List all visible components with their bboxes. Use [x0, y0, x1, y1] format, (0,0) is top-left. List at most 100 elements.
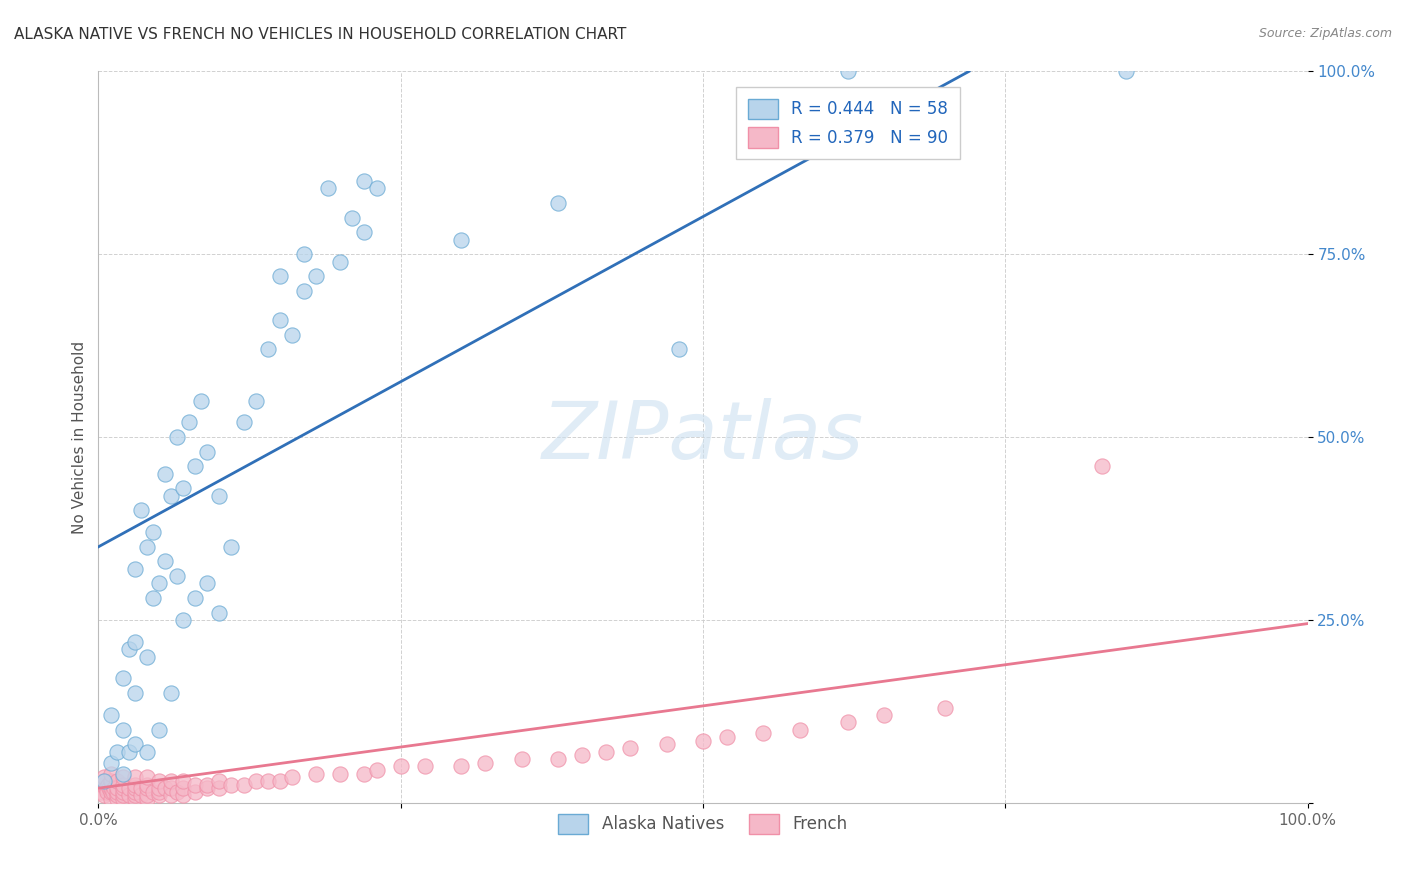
- Point: [124, 562, 146, 576]
- Point: [111, 723, 134, 737]
- Point: [166, 430, 188, 444]
- Point: [571, 748, 593, 763]
- Point: [118, 745, 141, 759]
- Point: [389, 759, 412, 773]
- Point: [160, 489, 183, 503]
- Point: [111, 766, 134, 780]
- Point: [208, 489, 231, 503]
- Point: [510, 752, 533, 766]
- Point: [208, 781, 231, 796]
- Point: [245, 393, 267, 408]
- Point: [655, 737, 678, 751]
- Point: [124, 635, 146, 649]
- Point: [135, 792, 157, 806]
- Point: [208, 606, 231, 620]
- Point: [316, 181, 339, 195]
- Point: [124, 778, 146, 792]
- Point: [135, 789, 157, 803]
- Point: [148, 789, 170, 803]
- Point: [100, 781, 122, 796]
- Point: [135, 781, 157, 796]
- Point: [93, 789, 115, 803]
- Point: [118, 789, 141, 803]
- Point: [97, 778, 120, 792]
- Point: [153, 781, 176, 796]
- Point: [269, 313, 291, 327]
- Point: [329, 766, 352, 780]
- Point: [105, 745, 128, 759]
- Point: [184, 785, 207, 799]
- Point: [232, 416, 254, 430]
- Point: [129, 503, 152, 517]
- Point: [111, 778, 134, 792]
- Point: [668, 343, 690, 357]
- Point: [269, 269, 291, 284]
- Point: [195, 778, 218, 792]
- Point: [118, 642, 141, 657]
- Point: [450, 233, 472, 247]
- Point: [111, 781, 134, 796]
- Point: [547, 752, 569, 766]
- Point: [221, 778, 243, 792]
- Point: [93, 773, 115, 788]
- Point: [148, 723, 170, 737]
- Point: [94, 781, 117, 796]
- Point: [172, 781, 194, 796]
- Point: [873, 708, 896, 723]
- Point: [135, 540, 157, 554]
- Point: [195, 781, 218, 796]
- Point: [105, 781, 128, 796]
- Point: [716, 730, 738, 744]
- Point: [96, 785, 118, 799]
- Point: [305, 766, 328, 780]
- Point: [353, 766, 375, 780]
- Point: [111, 792, 134, 806]
- Point: [172, 773, 194, 788]
- Point: [91, 773, 114, 788]
- Point: [305, 269, 328, 284]
- Point: [179, 416, 201, 430]
- Point: [353, 174, 375, 188]
- Point: [172, 789, 194, 803]
- Point: [148, 785, 170, 799]
- Point: [135, 745, 157, 759]
- Point: [232, 778, 254, 792]
- Point: [111, 770, 134, 784]
- Point: [160, 773, 183, 788]
- Point: [1115, 64, 1137, 78]
- Point: [269, 773, 291, 788]
- Point: [292, 284, 315, 298]
- Point: [184, 459, 207, 474]
- Point: [111, 785, 134, 799]
- Point: [93, 770, 115, 784]
- Point: [124, 789, 146, 803]
- Point: [124, 770, 146, 784]
- Point: [172, 481, 194, 495]
- Point: [105, 785, 128, 799]
- Point: [129, 789, 152, 803]
- Point: [100, 773, 122, 788]
- Point: [100, 708, 122, 723]
- Point: [160, 781, 183, 796]
- Point: [366, 763, 388, 777]
- Point: [124, 781, 146, 796]
- Point: [129, 781, 152, 796]
- Point: [124, 737, 146, 751]
- Point: [105, 773, 128, 788]
- Point: [124, 792, 146, 806]
- Point: [190, 393, 212, 408]
- Point: [752, 726, 775, 740]
- Point: [148, 576, 170, 591]
- Point: [366, 181, 388, 195]
- Point: [342, 211, 364, 225]
- Point: [256, 773, 278, 788]
- Point: [148, 781, 170, 796]
- Point: [292, 247, 315, 261]
- Point: [547, 196, 569, 211]
- Point: [208, 773, 231, 788]
- Point: [934, 700, 956, 714]
- Point: [450, 759, 472, 773]
- Point: [100, 785, 122, 799]
- Legend: Alaska Natives, French: Alaska Natives, French: [547, 802, 859, 846]
- Point: [281, 327, 304, 342]
